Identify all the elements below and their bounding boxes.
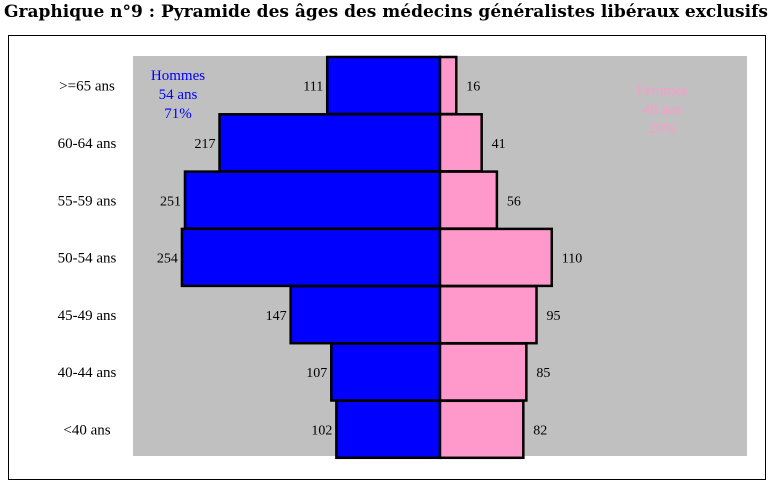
bar-hommes [289, 284, 442, 345]
legend-hommes-line: Hommes [151, 68, 205, 84]
category-label: >=65 ans [59, 79, 115, 95]
legend-femmes-line: 29% [648, 121, 676, 137]
value-label-femmes: 41 [492, 137, 506, 152]
category-label: 60-64 ans [58, 136, 117, 152]
legend-group: Hommes 54 ans 71% Femmes 48 ans 29% [151, 68, 688, 137]
legend-hommes-line: 71% [164, 106, 192, 122]
bar-hommes [325, 55, 442, 116]
value-label-femmes: 85 [536, 366, 550, 381]
value-label-femmes: 56 [507, 194, 521, 209]
value-label-hommes: 102 [311, 423, 332, 438]
bar-hommes [330, 342, 442, 402]
bar-femmes [438, 113, 483, 173]
category-label: <40 ans [63, 422, 110, 438]
chart-title: Graphique n°9 : Pyramide des âges des mé… [4, 2, 768, 22]
bar-hommes [218, 113, 442, 173]
bar-femmes [438, 170, 499, 230]
value-label-femmes: 95 [547, 309, 561, 324]
bar-femmes [438, 284, 538, 345]
bar-femmes [438, 399, 525, 460]
bar-femmes [438, 342, 528, 402]
value-label-hommes: 107 [306, 366, 327, 381]
value-label-femmes: 82 [533, 423, 547, 438]
value-label-hommes: 254 [157, 252, 178, 267]
category-label: 45-49 ans [58, 308, 117, 324]
legend-hommes-line: 54 ans [159, 87, 198, 103]
value-label-femmes: 16 [466, 80, 480, 95]
bar-hommes [335, 399, 442, 460]
bar-hommes [183, 170, 442, 230]
bar-femmes [438, 55, 458, 116]
category-label: 40-44 ans [58, 365, 117, 381]
value-label-hommes: 111 [303, 80, 323, 95]
value-label-hommes: 147 [266, 309, 287, 324]
legend-femmes-line: 48 ans [643, 102, 682, 118]
value-label-hommes: 251 [160, 194, 181, 209]
category-label: 55-59 ans [58, 193, 117, 209]
category-label: 50-54 ans [58, 251, 117, 267]
bars-group [180, 55, 554, 460]
bar-femmes [438, 227, 554, 288]
labels-group: >=65 ans 111 16 60-64 ans 217 41 55-59 ans 251 5… [58, 79, 583, 439]
legend-femmes-line: Femmes [637, 83, 688, 99]
value-label-femmes: 110 [562, 252, 582, 267]
value-label-hommes: 217 [195, 137, 216, 152]
bar-hommes [180, 227, 442, 288]
